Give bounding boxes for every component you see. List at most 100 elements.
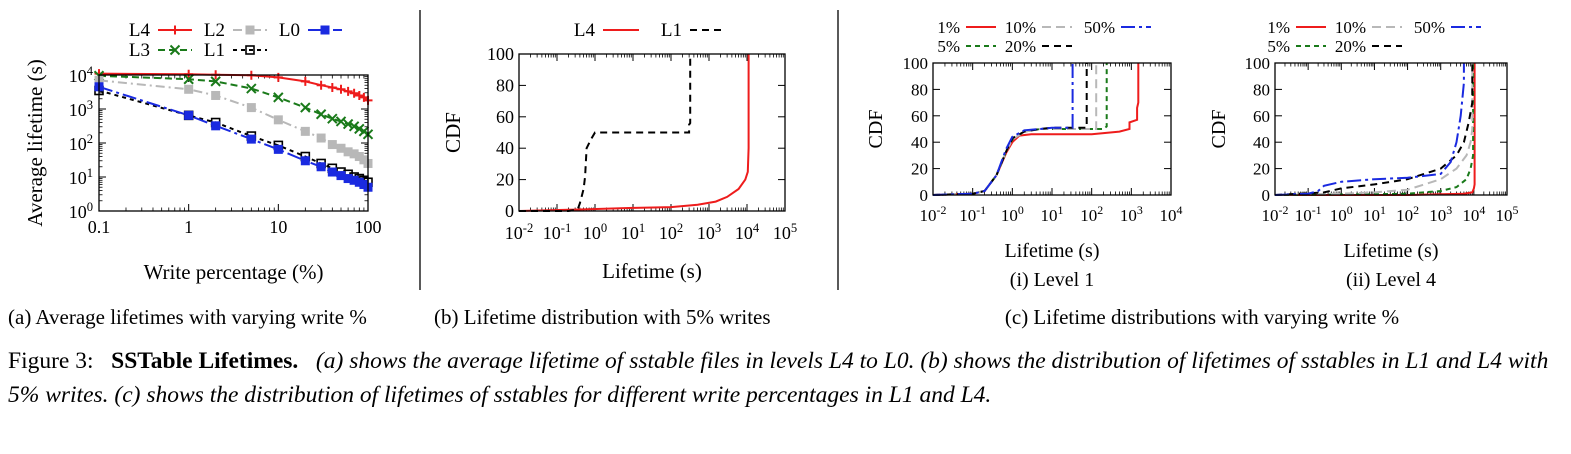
data-point <box>246 103 256 113</box>
data-point <box>336 84 346 94</box>
plot-frame <box>932 62 1172 196</box>
series-line-L4 <box>98 72 369 102</box>
data-point <box>316 80 326 90</box>
y-tick-label: 80 <box>1253 80 1270 99</box>
data-point <box>210 76 221 87</box>
chart-title: (i) Level 1 <box>1010 269 1094 291</box>
series-line-5pct <box>1274 63 1475 196</box>
data-point <box>211 121 221 131</box>
legend-label: 5% <box>1267 37 1290 56</box>
y-tick-label: 101 <box>69 166 93 188</box>
series-line-5pct <box>932 63 1108 196</box>
y-axis-label: CDF <box>1208 110 1230 149</box>
x-tick-label: 10-2 <box>505 221 534 243</box>
data-point <box>349 88 359 98</box>
y-axis-label: CDF <box>441 112 465 153</box>
data-point <box>273 144 283 154</box>
x-tick-label: 103 <box>1120 203 1143 225</box>
data-point <box>300 76 310 86</box>
subcaption-b: (b) Lifetime distribution with 5% writes <box>434 305 771 329</box>
chart-b-lifetime-distribution: 10-2 10-1 100 101 102 103 104 105 0 20 40 60 80 100 Li… <box>441 20 797 283</box>
chart-a-average-lifetime: 0.1 1 10 100 100 101 102 103 104 Write percentage… <box>23 20 382 284</box>
x-tick-label: 100 <box>1330 203 1353 225</box>
x-tick-label: 10-1 <box>959 203 986 225</box>
data-point <box>300 102 311 113</box>
x-tick-label: 102 <box>1080 203 1103 225</box>
data-point <box>184 84 194 94</box>
x-tick-label: 10-2 <box>920 203 947 225</box>
chart-title: (ii) Level 4 <box>1346 269 1436 291</box>
x-axis-label: Lifetime (s) <box>602 259 702 283</box>
y-tick-label: 40 <box>1253 133 1270 152</box>
data-point <box>327 140 337 150</box>
y-tick-label: 103 <box>69 98 93 120</box>
legend-label: L4 <box>574 20 596 41</box>
x-tick-label: 105 <box>773 221 797 243</box>
subcaption-a: (a) Average lifetimes with varying write… <box>8 305 367 329</box>
legend-label: 20% <box>1005 37 1036 56</box>
x-tick-label: 10-1 <box>1295 203 1322 225</box>
x-tick-label: 100 <box>1001 203 1024 225</box>
plot-frame <box>1274 62 1508 196</box>
series-line-50pct <box>932 63 1074 196</box>
legend-marker <box>169 44 181 56</box>
data-point <box>316 133 326 143</box>
legend-marker <box>170 25 180 35</box>
y-tick-label: 0 <box>920 186 929 205</box>
x-tick-label: 104 <box>735 221 760 243</box>
x-tick-label: 100 <box>583 221 607 243</box>
data-point <box>211 90 221 100</box>
legend-label: 50% <box>1084 18 1115 37</box>
legend-label: 1% <box>1267 18 1290 37</box>
series-line-20pct <box>932 63 1088 196</box>
data-point <box>348 121 360 132</box>
subcaption-c: (c) Lifetime distributions with varying … <box>1005 305 1399 329</box>
y-tick-label: 20 <box>496 170 514 190</box>
legend-label: L2 <box>204 20 225 41</box>
y-tick-label: 60 <box>911 107 928 126</box>
data-point <box>327 82 337 92</box>
x-tick-label: 105 <box>1496 203 1519 225</box>
series-line-L4 <box>518 54 750 212</box>
data-point <box>246 83 257 94</box>
series-line-20pct <box>1274 63 1474 196</box>
data-point <box>300 156 310 166</box>
data-point <box>184 69 194 79</box>
caption-label: Figure 3: <box>8 348 94 374</box>
legend-label: 20% <box>1335 37 1366 56</box>
x-tick-label: 102 <box>659 221 683 243</box>
legend-marker <box>245 45 255 55</box>
data-point <box>327 113 338 124</box>
y-tick-label: 40 <box>911 133 928 152</box>
series-line-50pct <box>1274 63 1465 196</box>
y-axis-label: CDF <box>865 110 887 149</box>
data-point <box>246 134 256 144</box>
data-point <box>316 162 326 172</box>
data-point <box>354 90 364 100</box>
x-tick-label: 10-1 <box>543 221 572 243</box>
y-tick-label: 20 <box>1253 160 1270 179</box>
x-tick-label: 103 <box>697 221 721 243</box>
plot-frame <box>98 74 369 212</box>
legend-label: L1 <box>661 20 682 41</box>
y-tick-label: 100 <box>1245 54 1271 73</box>
x-tick-label: 10-2 <box>1262 203 1289 225</box>
series-line-1pct <box>1275 63 1476 196</box>
y-tick-label: 60 <box>1253 107 1270 126</box>
y-tick-label: 60 <box>496 107 514 127</box>
x-tick-label: 101 <box>621 221 645 243</box>
series-line-L2 <box>98 79 369 165</box>
y-tick-label: 20 <box>911 160 928 179</box>
data-point <box>327 167 337 177</box>
y-tick-label: 100 <box>903 54 929 73</box>
data-point <box>315 109 327 120</box>
series-line-10pct <box>1274 63 1474 196</box>
y-tick-label: 80 <box>911 80 928 99</box>
legend-label: 10% <box>1335 18 1366 37</box>
legend-label: 50% <box>1414 18 1445 37</box>
y-tick-label: 100 <box>69 200 93 222</box>
x-axis-label: Lifetime (s) <box>1344 240 1439 262</box>
y-axis-label: Average lifetime (s) <box>23 59 47 227</box>
data-point <box>335 116 347 127</box>
